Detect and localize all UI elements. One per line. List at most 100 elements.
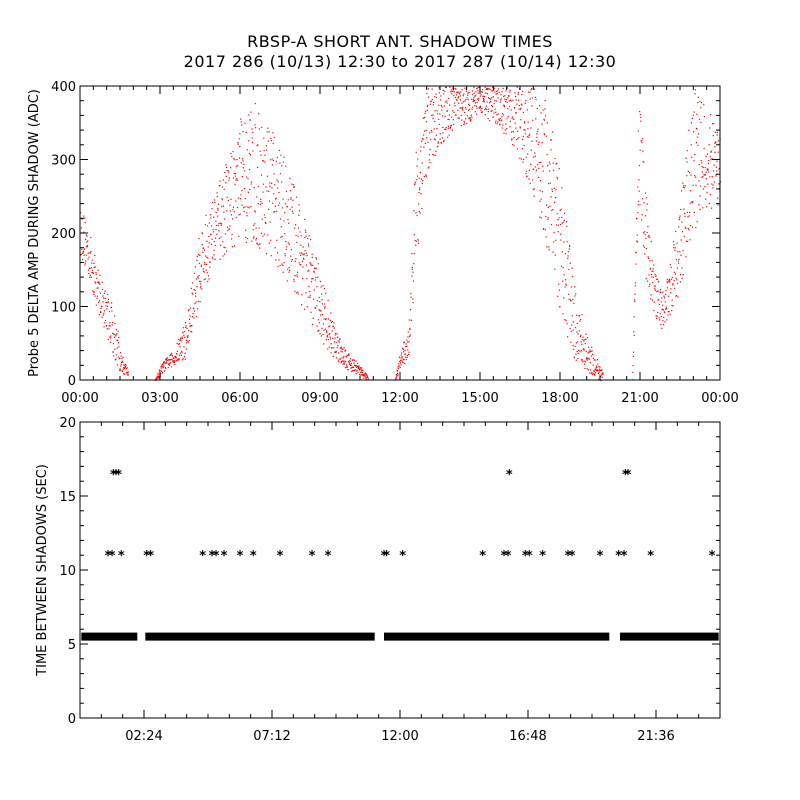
top-data-point bbox=[260, 201, 262, 203]
top-data-point bbox=[184, 352, 186, 354]
top-data-point bbox=[417, 158, 419, 160]
top-data-point bbox=[202, 270, 204, 272]
top-data-point bbox=[556, 178, 559, 180]
top-data-point bbox=[678, 262, 680, 264]
top-data-point bbox=[261, 126, 263, 128]
top-data-point bbox=[546, 246, 548, 248]
top-data-point bbox=[362, 375, 364, 377]
top-data-point bbox=[484, 96, 486, 98]
top-data-point bbox=[325, 319, 327, 321]
top-data-point bbox=[279, 264, 281, 266]
top-data-point bbox=[177, 360, 179, 362]
top-data-point bbox=[125, 365, 127, 368]
top-data-point bbox=[310, 238, 312, 241]
top-data-point bbox=[281, 235, 283, 238]
top-data-point bbox=[477, 99, 480, 101]
bottom-data-point: * bbox=[381, 549, 388, 564]
top-data-point bbox=[156, 378, 158, 380]
top-data-point bbox=[341, 360, 343, 362]
top-data-point bbox=[496, 90, 498, 93]
top-data-point bbox=[114, 322, 116, 324]
top-data-point bbox=[429, 132, 431, 134]
top-data-point bbox=[114, 359, 116, 361]
top-data-point bbox=[239, 146, 241, 148]
top-data-point bbox=[646, 209, 648, 211]
top-data-point bbox=[683, 187, 685, 189]
top-data-point bbox=[531, 88, 533, 90]
top-data-point bbox=[289, 177, 291, 179]
top-data-point bbox=[485, 105, 487, 107]
top-data-point bbox=[316, 286, 318, 288]
top-data-point bbox=[553, 201, 556, 204]
top-data-point bbox=[328, 346, 330, 348]
top-data-point bbox=[602, 372, 604, 374]
top-data-point bbox=[704, 185, 706, 188]
top-data-point bbox=[105, 305, 107, 307]
top-data-point bbox=[288, 243, 290, 245]
top-data-point bbox=[563, 274, 565, 276]
top-data-point bbox=[98, 314, 100, 316]
top-data-point bbox=[487, 118, 489, 120]
top-data-point bbox=[467, 92, 469, 94]
top-data-point bbox=[322, 333, 324, 335]
top-data-point bbox=[326, 334, 328, 336]
top-data-point bbox=[497, 97, 499, 99]
top-data-point bbox=[99, 292, 101, 294]
top-data-point bbox=[594, 369, 596, 371]
top-data-point bbox=[650, 273, 653, 275]
top-data-point bbox=[689, 239, 691, 241]
top-data-point bbox=[645, 237, 647, 239]
top-data-point bbox=[585, 338, 587, 340]
top-data-point bbox=[104, 290, 106, 292]
top-data-point bbox=[519, 108, 522, 110]
top-data-point bbox=[318, 296, 320, 299]
top-data-point bbox=[396, 372, 399, 374]
top-data-point bbox=[426, 106, 428, 108]
top-data-point bbox=[551, 190, 553, 192]
top-data-point bbox=[662, 323, 665, 326]
top-data-point bbox=[84, 217, 86, 219]
top-data-point bbox=[706, 153, 708, 155]
top-data-point bbox=[515, 99, 517, 101]
top-data-point bbox=[443, 105, 445, 107]
top-data-point bbox=[639, 149, 641, 151]
top-data-point bbox=[304, 218, 306, 221]
top-data-point bbox=[95, 304, 97, 306]
top-data-point bbox=[329, 338, 332, 340]
top-data-point bbox=[226, 170, 228, 172]
top-data-point bbox=[539, 200, 541, 202]
top-data-point bbox=[272, 142, 274, 145]
top-data-point bbox=[268, 200, 271, 202]
top-data-point bbox=[595, 359, 597, 361]
top-data-point bbox=[548, 249, 550, 251]
top-data-point bbox=[440, 142, 443, 144]
bottom-data-point: * bbox=[615, 549, 622, 564]
top-y-axis-label: Probe 5 DELTA AMP DURING SHADOW (ADC) bbox=[27, 89, 42, 377]
top-data-point bbox=[276, 239, 278, 241]
top-data-point bbox=[499, 124, 501, 126]
top-data-point bbox=[538, 161, 540, 164]
top-data-point bbox=[543, 133, 545, 135]
top-data-point bbox=[688, 215, 690, 217]
top-data-point bbox=[120, 363, 122, 365]
top-data-point bbox=[473, 86, 475, 88]
top-data-point bbox=[656, 315, 658, 317]
top-data-point bbox=[545, 115, 547, 117]
bottom-data-point: * bbox=[221, 549, 228, 564]
top-data-point bbox=[588, 346, 590, 348]
top-data-point bbox=[570, 286, 573, 288]
top-data-point bbox=[335, 341, 337, 343]
top-data-point bbox=[544, 100, 546, 102]
top-data-point bbox=[158, 370, 161, 372]
top-data-point bbox=[506, 101, 508, 103]
top-data-point bbox=[544, 108, 546, 110]
top-data-point bbox=[635, 251, 637, 253]
top-data-point bbox=[170, 354, 172, 356]
top-data-point bbox=[449, 126, 452, 129]
top-data-point bbox=[449, 86, 451, 88]
top-data-point bbox=[519, 127, 521, 129]
top-data-point bbox=[263, 214, 266, 216]
top-data-point bbox=[322, 285, 324, 287]
top-data-point bbox=[162, 367, 164, 369]
top-data-point bbox=[452, 110, 454, 112]
